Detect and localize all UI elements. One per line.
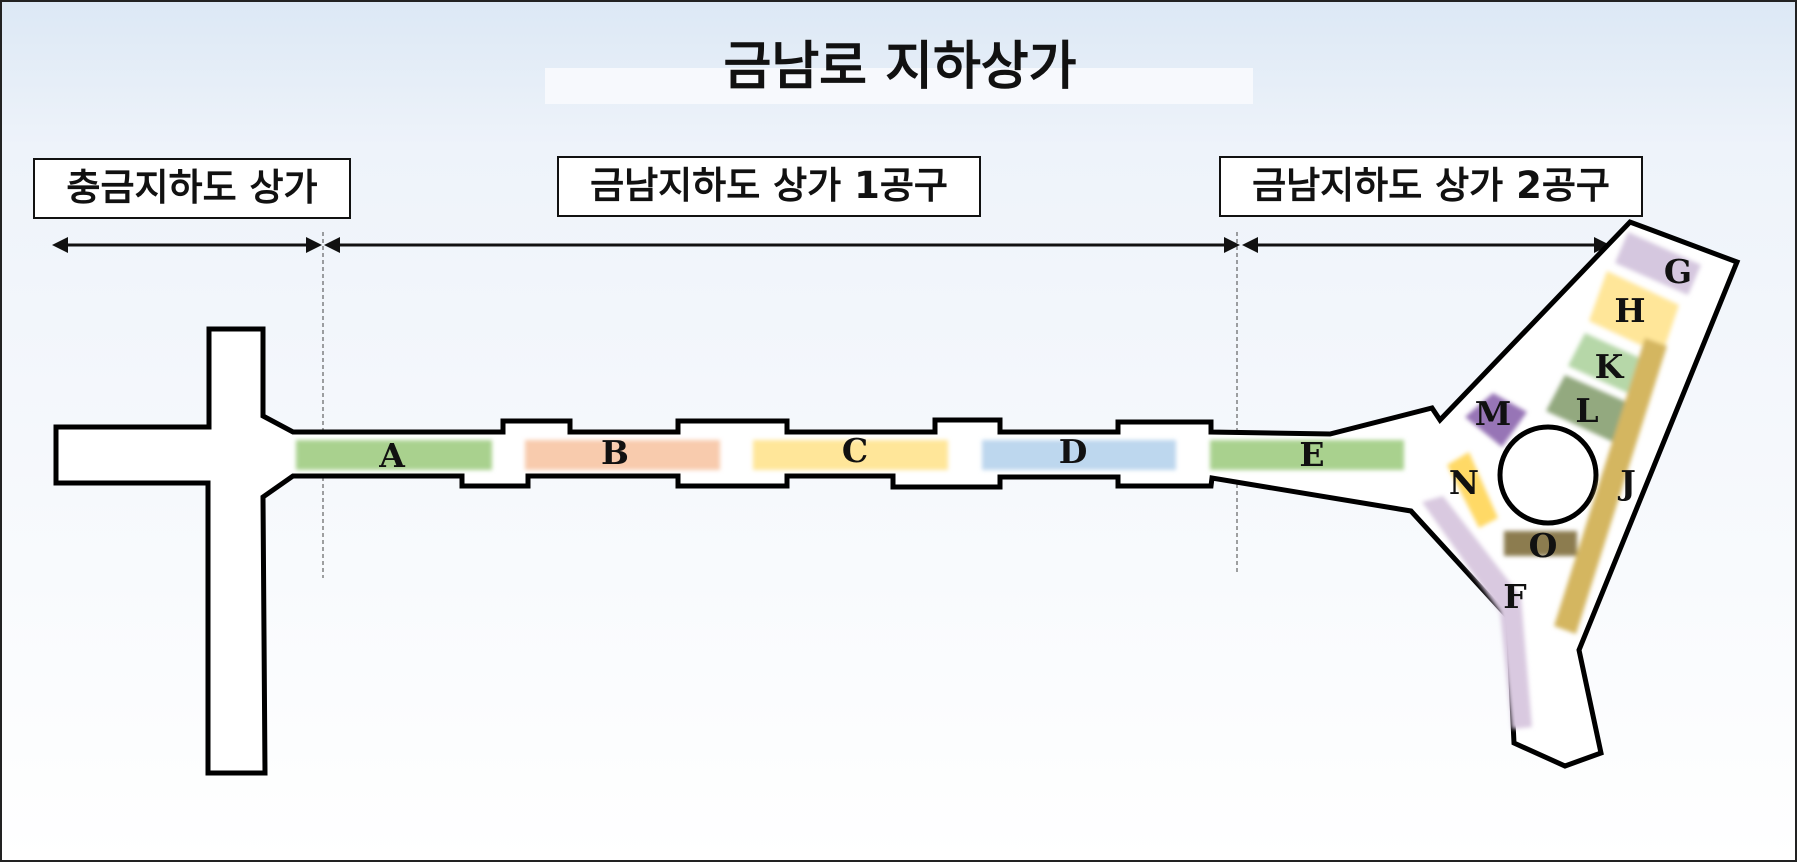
zone-label-c: C bbox=[842, 431, 868, 470]
zone-label-h: H bbox=[1614, 291, 1645, 330]
zone-label-j: J bbox=[1617, 463, 1636, 502]
zone-label-b: B bbox=[601, 433, 629, 472]
zone-label-o: O bbox=[1529, 526, 1558, 565]
section-box-chunggeum bbox=[33, 158, 351, 219]
section-label-chunggeum: 충금지하도 상가 bbox=[66, 166, 317, 209]
zone-label-e: E bbox=[1299, 435, 1324, 474]
zone-band-j bbox=[1554, 338, 1667, 634]
arrowhead-left bbox=[324, 237, 340, 253]
zone-label-a: A bbox=[378, 436, 405, 475]
zone-band-a bbox=[296, 440, 492, 470]
extent-arrows bbox=[52, 237, 1610, 253]
title-band bbox=[545, 68, 1253, 104]
zone-band-c bbox=[753, 440, 948, 470]
zone-band-g bbox=[1615, 232, 1701, 295]
zone-label-f: F bbox=[1503, 577, 1526, 616]
section-label-geumnam-2: 금남지하도 상가 2공구 bbox=[1252, 164, 1610, 207]
section-box-geumnam-2 bbox=[1219, 156, 1643, 217]
page-title: 금남로 지하상가 bbox=[724, 37, 1077, 97]
zone-band-h bbox=[1589, 271, 1679, 355]
zone-band-m bbox=[1465, 393, 1527, 447]
arrowhead-right bbox=[1224, 237, 1240, 253]
zone-label-d: D bbox=[1059, 432, 1088, 471]
section-label-geumnam-1: 금남지하도 상가 1공구 bbox=[590, 164, 948, 207]
arrowhead-right bbox=[306, 237, 322, 253]
arrowhead-right bbox=[1594, 237, 1610, 253]
zone-band-n bbox=[1447, 452, 1498, 528]
central-plaza-circle bbox=[1497, 424, 1599, 526]
arrowhead-left bbox=[52, 237, 68, 253]
zone-labels: A B C D E F G H K L M N O J bbox=[378, 252, 1692, 616]
zone-label-k: K bbox=[1595, 347, 1625, 386]
zone-label-l: L bbox=[1575, 391, 1598, 430]
section-box-geumnam-1 bbox=[557, 156, 981, 217]
zone-label-n: N bbox=[1449, 463, 1479, 502]
zone-band-l bbox=[1546, 375, 1631, 442]
zone-band-f bbox=[1422, 496, 1532, 729]
zone-band-e bbox=[1210, 440, 1404, 470]
zone-label-m: M bbox=[1475, 394, 1512, 433]
zone-bands bbox=[296, 232, 1701, 729]
zone-label-g: G bbox=[1664, 252, 1692, 291]
zone-band-o bbox=[1504, 531, 1577, 556]
zone-band-d bbox=[982, 440, 1176, 470]
zone-band-b bbox=[525, 440, 720, 470]
arrowhead-left bbox=[1242, 237, 1258, 253]
mall-outline bbox=[53, 219, 1741, 776]
